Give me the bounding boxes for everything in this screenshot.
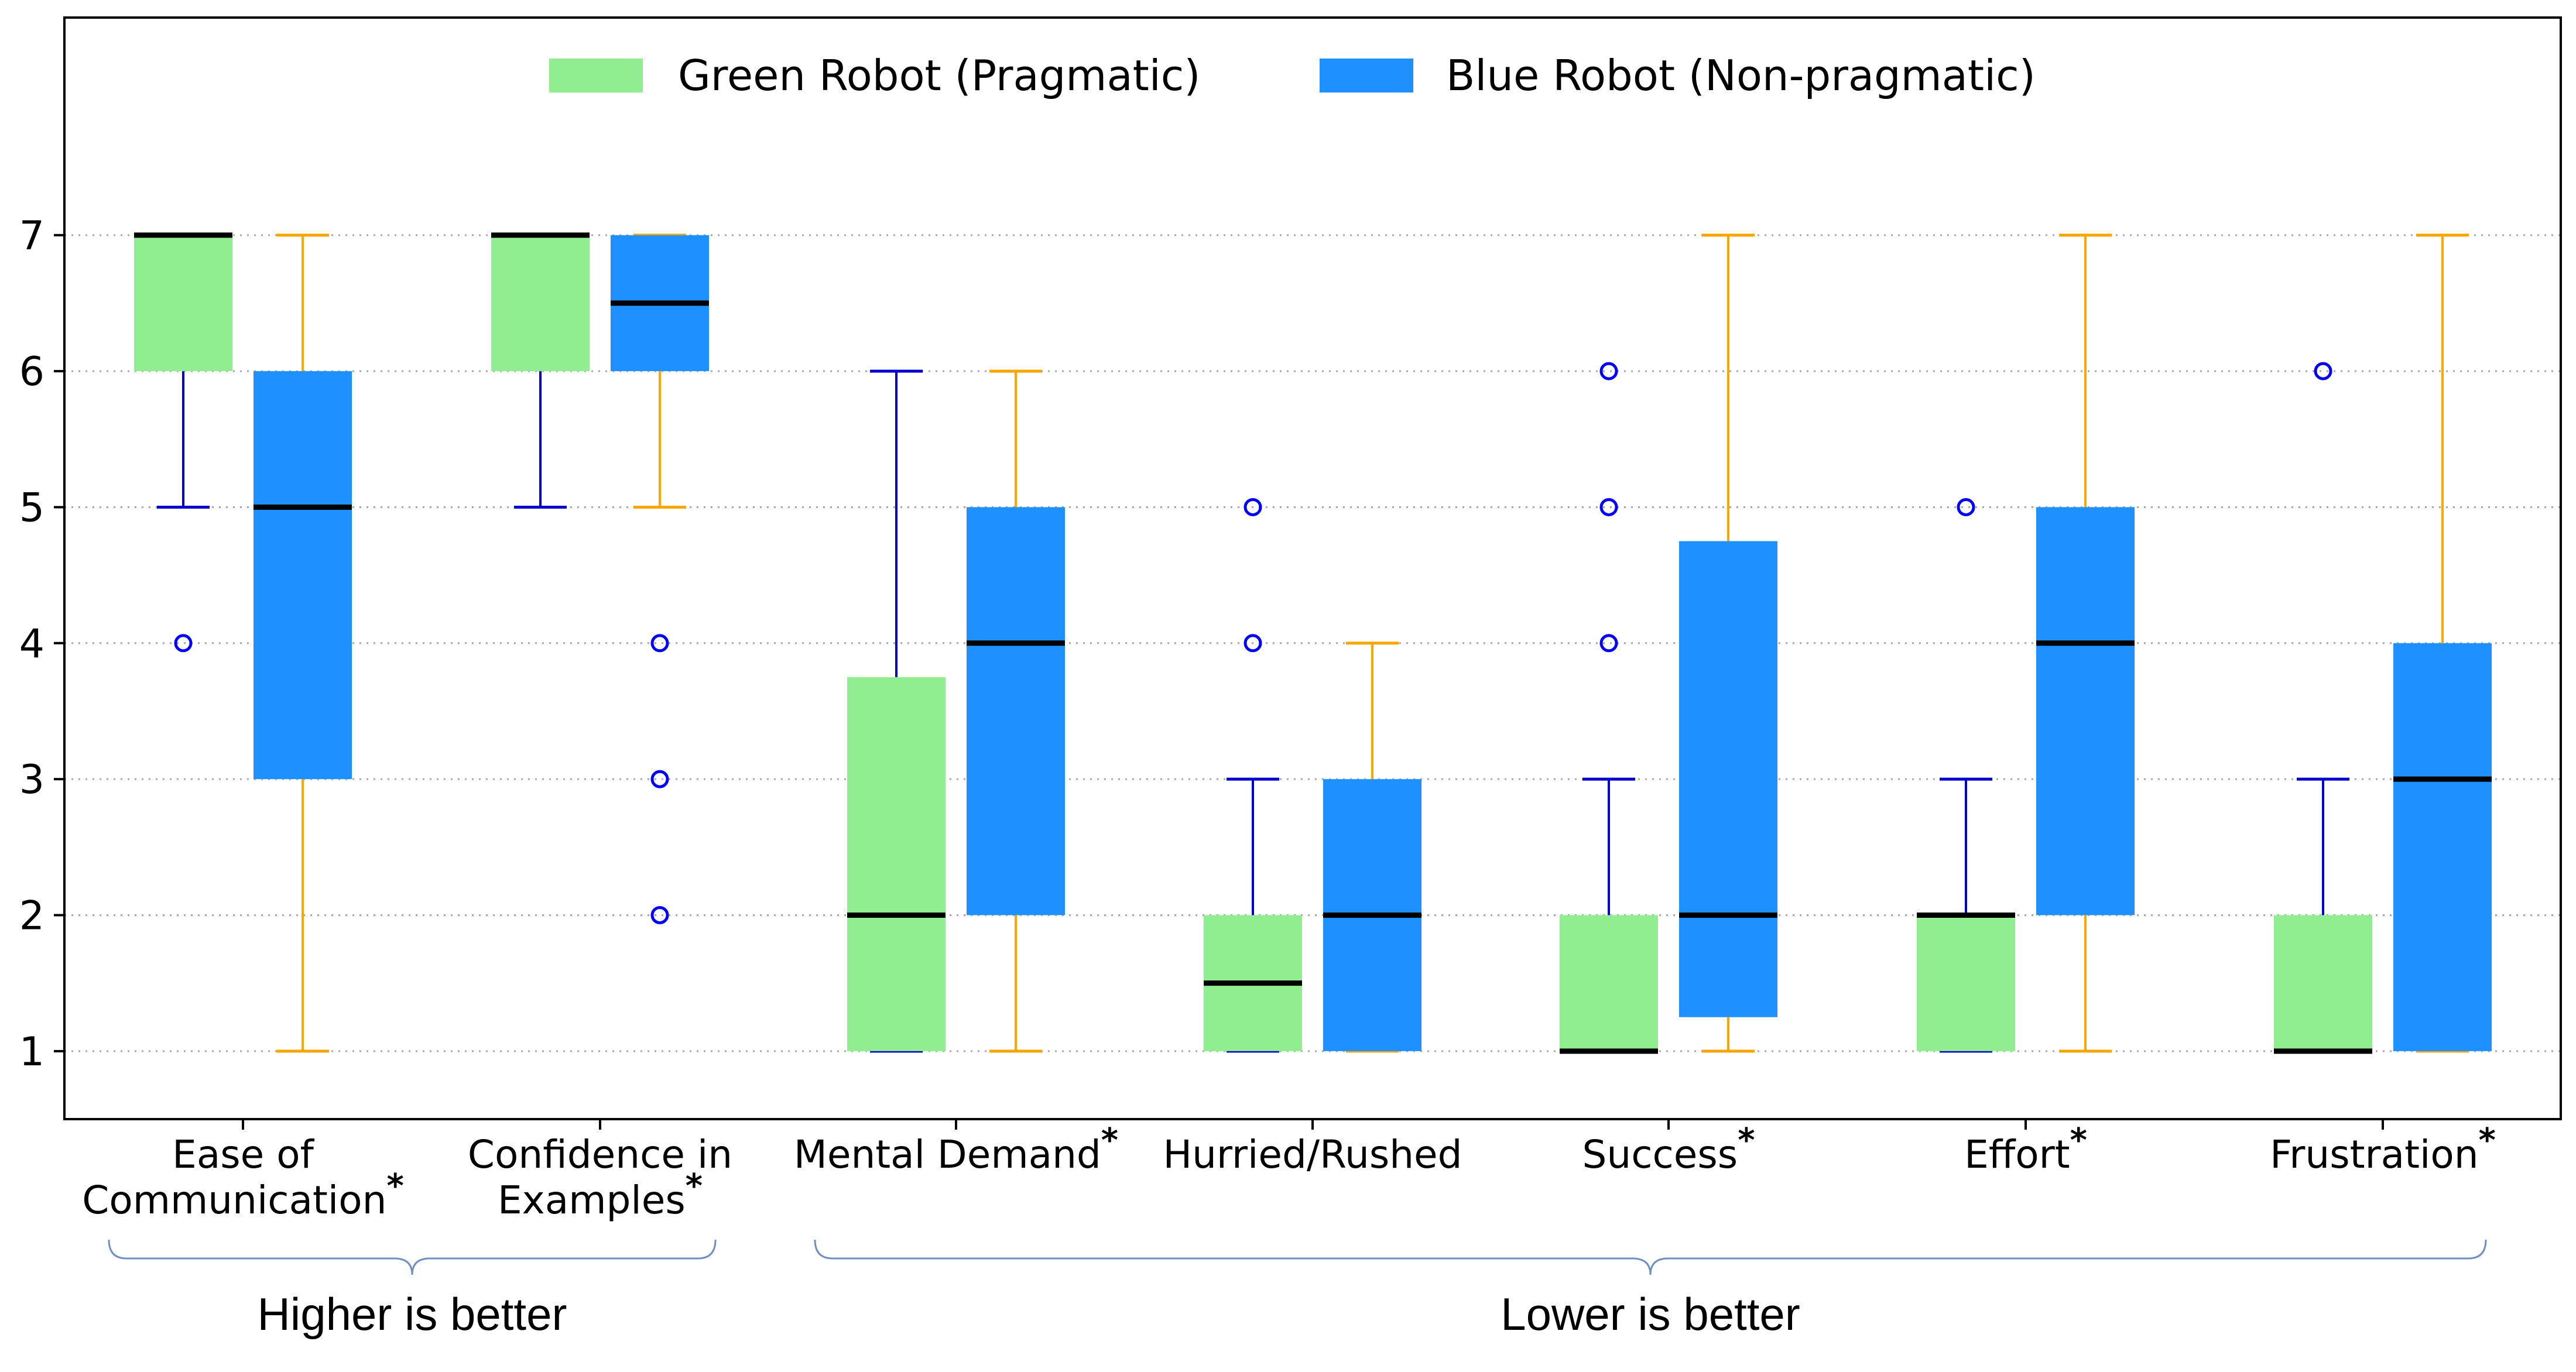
- x-category-label-0-line-0: Ease of: [172, 1132, 314, 1177]
- green-box-4-outlier-1: [1599, 498, 1618, 516]
- green-box-0-outlier-0: [174, 634, 193, 653]
- green-box-1-box: [491, 235, 590, 372]
- legend-swatch-0: [549, 59, 643, 92]
- y-tick-label-2: 2: [19, 893, 44, 939]
- significance-star: *: [1738, 1121, 1755, 1160]
- blue-box-1-outlier-0: [650, 634, 669, 653]
- blue-box-5-box: [2036, 507, 2135, 915]
- blue-box-0-box: [254, 371, 352, 780]
- blue-box-2: [967, 369, 1065, 1053]
- y-tick-label-6: 6: [19, 349, 44, 395]
- y-axis-ticks: 1 2 3 4 5 6 7: [19, 213, 64, 1075]
- legend-label-1: Blue Robot (Non-pragmatic): [1446, 51, 2036, 100]
- blue-box-2-box: [967, 507, 1065, 915]
- green-box-3-outlier-0: [1244, 498, 1262, 516]
- green-box-4: [1560, 362, 1658, 1054]
- group-label-1: Lower is better: [1501, 1288, 1800, 1340]
- green-box-0-box: [134, 235, 232, 372]
- group-label-0: Higher is better: [258, 1288, 567, 1340]
- x-category-label-4-line-0: Success*: [1582, 1121, 1755, 1177]
- green-box-5: [1917, 498, 2015, 1053]
- significance-star: *: [2479, 1121, 2496, 1160]
- green-box-2: [847, 369, 946, 1053]
- y-tick-label-5: 5: [19, 485, 44, 531]
- blue-box-4: [1679, 234, 1777, 1053]
- blue-box-6: [2393, 234, 2492, 1053]
- y-tick-label-7: 7: [19, 213, 44, 259]
- blue-box-0: [254, 234, 352, 1053]
- significance-star: *: [386, 1167, 403, 1205]
- green-box-1: [491, 232, 590, 509]
- y-tick-label-4: 4: [19, 621, 44, 667]
- green-box-4-outlier-2: [1599, 634, 1618, 653]
- group-brace-1: [814, 1239, 2487, 1275]
- boxes: [134, 232, 2492, 1054]
- green-box-3: [1204, 498, 1302, 1053]
- x-category-label-2-line-0: Mental Demand*: [794, 1121, 1118, 1177]
- significance-star: *: [686, 1167, 703, 1205]
- blue-box-6-box: [2393, 643, 2492, 1051]
- green-box-6-outlier-0: [2314, 362, 2332, 380]
- legend: Green Robot (Pragmatic) Blue Robot (Non-p…: [549, 51, 2036, 100]
- legend-label-0: Green Robot (Pragmatic): [678, 51, 1200, 100]
- category-groups: Higher is better Lower is better: [108, 1239, 2487, 1340]
- gridlines: [64, 234, 2561, 1052]
- blue-box-1-outlier-1: [650, 770, 669, 788]
- blue-box-5: [2036, 234, 2135, 1053]
- blue-box-1-outlier-2: [650, 905, 669, 924]
- green-box-6: [2274, 362, 2372, 1054]
- y-tick-label-1: 1: [19, 1029, 44, 1075]
- green-box-4-box: [1560, 915, 1658, 1051]
- green-box-0: [134, 232, 232, 653]
- blue-box-1: [611, 234, 709, 924]
- group-brace-0: [108, 1239, 717, 1275]
- green-box-4-outlier-0: [1599, 362, 1618, 380]
- significance-star: *: [2070, 1121, 2087, 1160]
- x-category-label-3-line-0: Hurried/Rushed: [1163, 1132, 1462, 1177]
- green-box-2-box: [847, 677, 946, 1051]
- green-box-5-outlier-0: [1957, 498, 1975, 516]
- x-category-label-6-line-0: Frustration*: [2270, 1121, 2496, 1177]
- blue-box-4-box: [1679, 541, 1777, 1017]
- plot-frame: [63, 16, 2562, 1120]
- green-box-5-box: [1917, 915, 2015, 1051]
- green-box-3-outlier-1: [1244, 634, 1262, 653]
- x-category-label-5-line-0: Effort*: [1964, 1121, 2087, 1177]
- blue-box-3: [1323, 642, 1421, 1053]
- legend-swatch-1: [1320, 59, 1413, 92]
- x-category-label-1-line-0: Confidence in: [468, 1132, 732, 1177]
- green-box-6-box: [2274, 915, 2372, 1051]
- significance-star: *: [1101, 1121, 1118, 1160]
- y-tick-label-3: 3: [19, 757, 44, 803]
